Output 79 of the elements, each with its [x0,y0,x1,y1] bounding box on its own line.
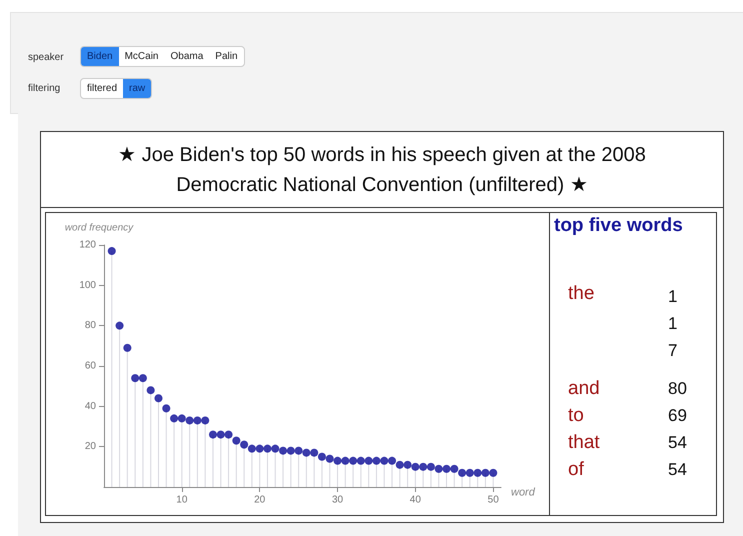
point [426,462,435,471]
point [294,446,303,455]
x-axis-title: word [511,486,536,498]
y-axis-title: word frequency [64,222,134,234]
x-tick-label: 50 [488,494,500,506]
point [256,444,264,453]
y-tick-label: 80 [84,320,96,332]
point [201,416,210,424]
point [442,464,451,473]
point [108,247,116,256]
y-tick-label: 100 [79,280,96,291]
point [450,464,458,473]
point [240,440,248,449]
button-group: Biden McCain Obama Palin [80,46,245,67]
point [380,456,388,465]
point [138,374,147,382]
point [404,460,412,469]
point [489,468,498,477]
point [162,404,170,412]
point [302,448,310,457]
text: 80 [668,379,687,399]
point [193,416,202,424]
text: of [568,459,584,481]
point [419,462,428,471]
text: 54 [668,433,687,453]
point [263,444,272,453]
point [286,446,295,455]
text: 117 [668,286,678,362]
point [326,454,334,463]
text: 69 [668,406,687,426]
text: and [568,378,600,400]
point [146,386,155,394]
point [224,430,233,439]
y-tick-label: 60 [84,360,96,372]
point [271,444,280,453]
text: 54 [668,460,687,480]
point [434,464,443,473]
point [474,468,482,477]
point [411,462,420,471]
text: the [568,283,594,305]
point [341,456,350,465]
point [356,456,365,465]
point [154,394,162,402]
point [310,448,318,457]
button-group: filtered raw [80,78,152,99]
x-tick-label: 20 [254,494,266,506]
chart-title: ★ Joe Biden's top 50 words in his speech given at the 2008 Democratic National Convention (unfiltered) ★ [41,132,723,208]
point [131,374,140,382]
point [178,414,186,422]
point [170,414,178,422]
text: filtering [28,83,60,94]
point [279,446,288,455]
point [334,456,342,465]
text: to [568,405,584,427]
x-tick-label: 30 [332,494,344,506]
y-tick-label: 20 [84,441,96,452]
point [388,456,396,465]
point [481,468,490,477]
point [349,456,358,465]
point [318,452,326,461]
point [248,444,256,453]
point [232,436,240,445]
point [186,416,194,424]
point [372,456,380,465]
point [458,468,466,477]
x-tick-label: 40 [410,494,422,506]
text: that [568,432,600,454]
point [216,430,225,439]
point [116,322,124,330]
point [208,430,217,439]
point [396,460,404,469]
x-tick-label: 10 [176,494,188,506]
point [466,468,474,477]
y-tick-label: 120 [79,240,96,250]
text: speaker [28,52,64,63]
point [123,344,132,352]
y-tick-label: 40 [84,400,96,412]
text: top five words [554,215,683,237]
point [364,456,373,465]
